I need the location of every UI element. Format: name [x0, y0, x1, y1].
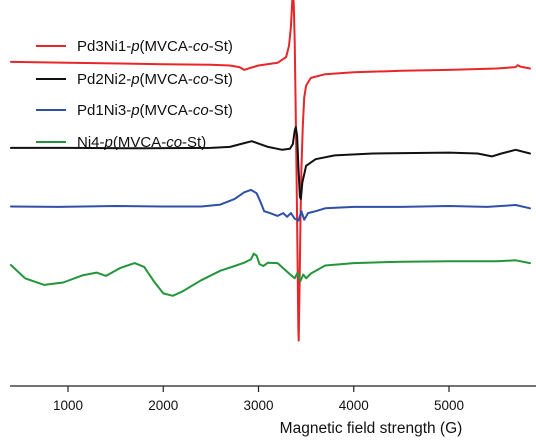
- x-tick-label-4000: 4000: [339, 398, 369, 413]
- legend-label: Pd1Ni3-p(MVCA-co-St): [77, 102, 233, 119]
- legend-item-ni4-p-mvca-co-st: Ni4-p(MVCA-co-St): [36, 134, 206, 151]
- legend-item-pd2ni2-p-mvca-co-st: Pd2Ni2-p(MVCA-co-St): [36, 71, 233, 88]
- x-tick-label-5000: 5000: [434, 398, 464, 413]
- series-line-ni4-p-mvca-co-st: [9, 252, 531, 297]
- legend-label: Pd2Ni2-p(MVCA-co-St): [77, 71, 233, 88]
- legend-item-pd3ni1-p-mvca-co-st: Pd3Ni1-p(MVCA-co-St): [36, 38, 233, 55]
- x-tick-label-1000: 1000: [53, 398, 83, 413]
- series-line-pd1ni3-p-mvca-co-st: [9, 188, 531, 222]
- series-line-pd2ni2-p-mvca-co-st: [9, 126, 531, 200]
- legend: Pd3Ni1-p(MVCA-co-St) Pd2Ni2-p(MVCA-co-St)…: [36, 38, 233, 151]
- x-axis-ticks: 1000 2000 3000 4000 5000: [53, 386, 464, 413]
- legend-item-pd1ni3-p-mvca-co-st: Pd1Ni3-p(MVCA-co-St): [36, 102, 233, 119]
- legend-label: Ni4-p(MVCA-co-St): [77, 134, 206, 151]
- legend-label: Pd3Ni1-p(MVCA-co-St): [77, 38, 233, 55]
- x-tick-label-2000: 2000: [148, 398, 178, 413]
- x-tick-label-3000: 3000: [243, 398, 273, 413]
- series-layer: [9, 0, 531, 342]
- x-axis-title: Magnetic field strength (G): [280, 420, 463, 437]
